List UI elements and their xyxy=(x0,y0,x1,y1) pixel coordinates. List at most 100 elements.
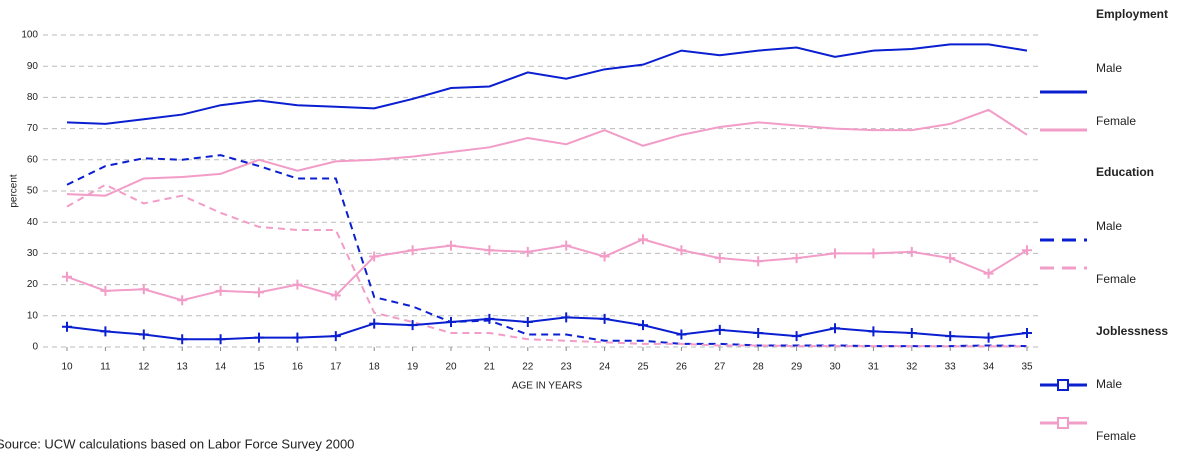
point-marker xyxy=(753,256,764,267)
legend-label: Male xyxy=(1096,61,1122,75)
x-tick-label: 35 xyxy=(1021,362,1033,373)
point-marker xyxy=(945,331,956,342)
point-marker xyxy=(100,326,111,337)
point-marker xyxy=(791,331,802,342)
point-marker xyxy=(753,327,764,338)
x-tick-label: 15 xyxy=(253,362,265,373)
point-marker xyxy=(714,324,725,335)
x-tick-label: 33 xyxy=(945,362,957,373)
point-marker xyxy=(1022,327,1032,338)
y-tick-label: 40 xyxy=(27,217,39,228)
point-marker xyxy=(407,320,418,331)
legend-label: Male xyxy=(1096,219,1122,233)
point-marker xyxy=(62,271,72,282)
legend-label: Female xyxy=(1096,114,1136,128)
point-marker xyxy=(906,327,917,338)
y-tick-label: 90 xyxy=(27,61,39,72)
point-marker xyxy=(599,251,610,262)
series-line xyxy=(66,238,1028,302)
point-marker xyxy=(945,253,956,264)
x-tick-label: 34 xyxy=(983,362,995,373)
point-marker xyxy=(62,321,72,332)
source-note: Source: UCW calculations based on Labor … xyxy=(0,436,354,451)
point-marker xyxy=(484,245,495,256)
point-marker xyxy=(1022,245,1032,256)
point-marker xyxy=(522,317,533,328)
point-marker xyxy=(292,279,303,290)
legend-heading: Education xyxy=(1096,165,1154,179)
point-marker xyxy=(561,240,572,251)
point-marker xyxy=(561,312,572,323)
x-tick-label: 11 xyxy=(100,362,111,373)
point-marker xyxy=(330,331,341,342)
y-tick-label: 60 xyxy=(27,154,39,165)
x-tick-label: 23 xyxy=(561,362,573,373)
legend-heading: Joblessness xyxy=(1096,324,1168,338)
x-tick-label: 25 xyxy=(637,362,649,373)
y-tick-label: 50 xyxy=(27,186,39,197)
point-marker xyxy=(522,246,533,257)
point-marker xyxy=(638,320,648,331)
point-marker xyxy=(868,326,879,337)
x-tick-label: 22 xyxy=(522,362,534,373)
point-marker xyxy=(138,284,149,295)
x-tick-label: 18 xyxy=(369,362,381,373)
point-marker xyxy=(254,332,264,343)
y-tick-label: 20 xyxy=(27,279,39,290)
series-line xyxy=(66,154,1028,348)
x-tick-label: 31 xyxy=(868,362,880,373)
legend-label: Female xyxy=(1096,272,1136,286)
x-tick-label: 19 xyxy=(407,362,419,373)
legend-marker xyxy=(1057,417,1069,429)
point-marker xyxy=(446,317,456,328)
y-tick-label: 100 xyxy=(21,30,38,41)
point-marker xyxy=(983,332,994,343)
series-line xyxy=(66,316,1028,341)
point-marker xyxy=(830,248,840,259)
point-marker xyxy=(254,287,264,298)
y-tick-label: 30 xyxy=(27,248,39,259)
x-tick-label: 20 xyxy=(445,362,457,373)
y-tick-label: 80 xyxy=(27,92,39,103)
point-marker xyxy=(330,290,341,301)
x-tick-label: 24 xyxy=(599,362,611,373)
x-tick-label: 12 xyxy=(138,362,150,373)
legend-heading: Employment xyxy=(1096,7,1168,21)
point-marker xyxy=(407,245,418,256)
point-marker xyxy=(830,323,840,334)
point-marker xyxy=(599,313,610,324)
point-marker xyxy=(292,332,303,343)
point-marker xyxy=(369,251,380,262)
x-axis-label: AGE IN YEARS xyxy=(512,381,583,392)
point-marker xyxy=(676,329,687,340)
point-marker xyxy=(215,285,226,296)
point-marker xyxy=(138,329,149,340)
y-tick-label: 0 xyxy=(32,342,38,353)
point-marker xyxy=(215,334,226,345)
point-marker xyxy=(369,318,380,329)
x-tick-label: 10 xyxy=(61,362,73,373)
y-axis-label: percent xyxy=(9,174,20,208)
x-tick-label: 13 xyxy=(177,362,189,373)
x-tick-label: 32 xyxy=(906,362,918,373)
legend-label: Male xyxy=(1096,377,1122,391)
x-tick-label: 27 xyxy=(714,362,726,373)
point-marker xyxy=(484,313,495,324)
point-marker xyxy=(714,253,725,264)
point-marker xyxy=(100,285,111,296)
y-tick-label: 10 xyxy=(27,310,39,321)
x-tick-label: 16 xyxy=(292,362,304,373)
point-marker xyxy=(676,245,687,256)
x-tick-label: 26 xyxy=(676,362,688,373)
legend-marker xyxy=(1057,379,1069,391)
series-line xyxy=(66,183,1027,348)
point-marker xyxy=(177,295,188,306)
y-tick-label: 70 xyxy=(27,123,39,134)
x-tick-label: 28 xyxy=(753,362,765,373)
x-tick-label: 21 xyxy=(484,362,496,373)
series-line xyxy=(66,108,1028,197)
point-marker xyxy=(638,234,648,245)
series-line xyxy=(66,43,1028,125)
